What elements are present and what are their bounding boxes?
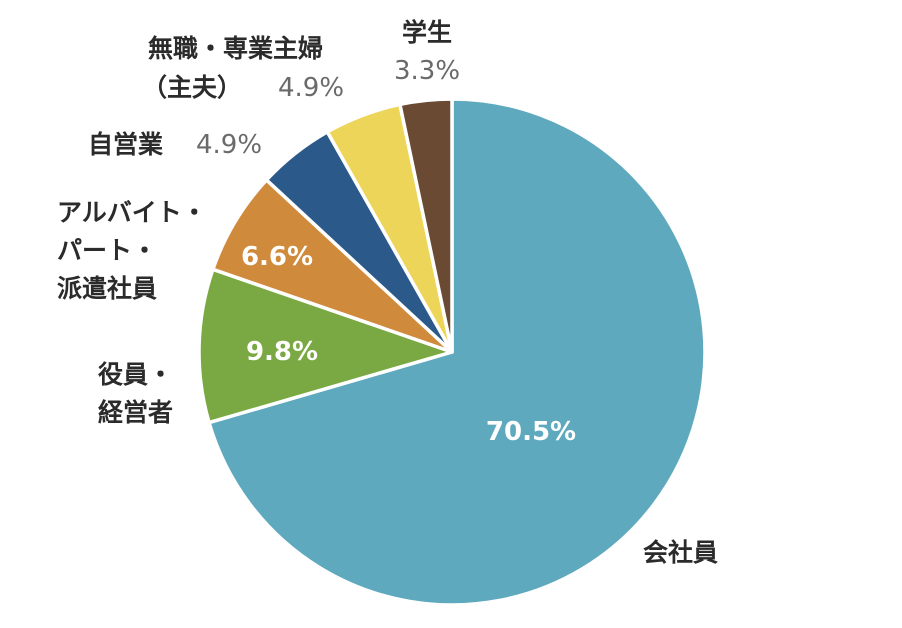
slice-label-kaishain: 会社員: [643, 538, 718, 567]
slice-label-arubaito-line1: アルバイト・: [57, 198, 207, 227]
slice-value-jieigyo: 4.9%: [196, 130, 262, 160]
slice-value-yakuin: 9.8%: [246, 337, 318, 367]
slice-value-mushoku: 4.9%: [278, 73, 344, 103]
slice-value-gakusei: 3.3%: [394, 56, 460, 86]
pie-slice-kaishain: [207, 97, 707, 607]
slice-label-mushoku-line1: 無職・専業主婦: [148, 34, 323, 63]
pie-slice-gakusei: [398, 97, 454, 354]
slice-label-yakuin-line1: 役員・: [98, 360, 173, 389]
slice-label-gakusei: 学生: [402, 18, 452, 47]
slice-value-kaishain: 70.5%: [486, 417, 576, 447]
slice-label-mushoku-line2: （主夫）: [142, 73, 242, 102]
slice-label-arubaito-line3: 派遣社員: [57, 274, 157, 303]
pie-slices: [197, 97, 707, 607]
slice-label-jieigyo: 自営業: [88, 130, 163, 159]
pie-slice-yakuin: [197, 267, 454, 425]
slice-label-arubaito-line2: パート・: [57, 236, 157, 265]
slice-value-arubaito: 6.6%: [241, 242, 313, 272]
slice-label-yakuin-line2: 経営者: [98, 398, 173, 427]
